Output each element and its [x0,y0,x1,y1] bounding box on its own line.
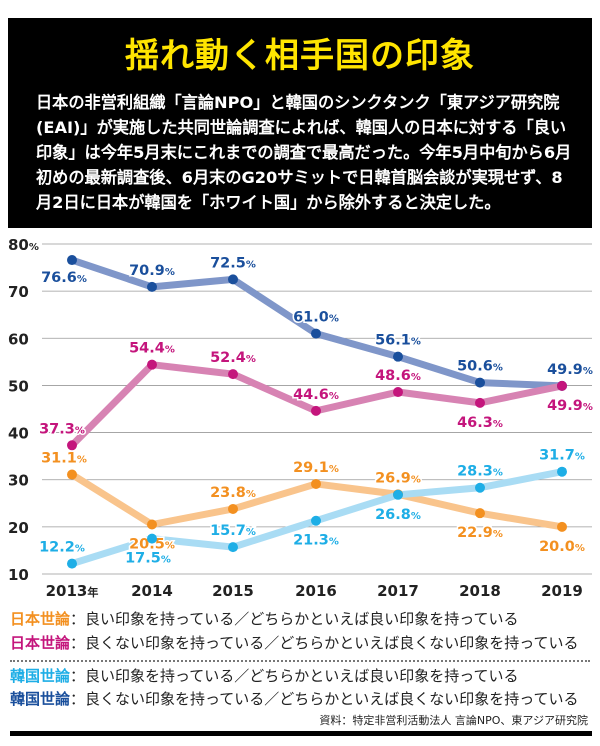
x-tick-label: 2015 [212,582,254,598]
legend-divider [10,660,590,662]
data-point-japan-good [475,508,485,519]
data-label-korea-bad: 61.0% [293,310,339,326]
data-point-japan-good [67,469,77,480]
data-label-korea-good: 26.8% [375,507,421,523]
data-label-korea-bad: 50.6% [457,359,503,375]
data-label-korea-good: 31.7% [539,448,585,464]
data-point-korea-good [147,533,157,544]
data-label-japan-good: 20.0% [539,539,585,555]
data-label-korea-good: 21.3% [293,533,339,549]
legend-label: 日本世論 [10,634,71,652]
data-point-japan-bad [475,397,485,408]
data-point-korea-good [475,482,485,493]
data-point-japan-bad [67,440,77,451]
y-tick-label: 20 [8,519,29,537]
legend-japan-good: 日本世論：良い印象を持っている／どちらかといえば良い印象を持っている [10,608,519,629]
data-label-korea-good: 12.2% [39,540,85,556]
legend-label: 日本世論 [10,610,71,628]
data-label-japan-bad: 48.6% [375,368,421,384]
page-title: 揺れ動く相手国の印象 [125,36,475,76]
data-point-korea-good [67,558,77,569]
legend-text: ：良い印象を持っている／どちらかといえば良い印象を持っている [70,667,519,685]
x-tick-label: 2019 [541,582,583,598]
x-tick-label: 2013年 [46,582,99,598]
y-tick-label: 50 [8,377,29,395]
data-label-korea-good: 17.5% [125,551,171,567]
legend-japan-bad: 日本世論：良くない印象を持っている／どちらかといえば良くない印象を持っている [10,632,579,653]
data-point-korea-bad [393,351,403,362]
legend-text: ：良い印象を持っている／どちらかといえば良い印象を持っている [70,610,519,628]
data-label-japan-bad: 54.4% [129,341,175,357]
data-label-japan-bad: 46.3% [457,415,503,431]
data-label-japan-good: 23.8% [210,485,256,501]
data-point-korea-good [228,542,238,553]
x-tick-label: 2016 [295,582,337,598]
data-label-korea-bad: 56.1% [375,333,421,349]
data-point-korea-bad [475,377,485,388]
data-label-korea-good: 15.7% [210,523,256,539]
legend-text: ：良くない印象を持っている／どちらかといえば良くない印象を持っている [70,690,579,708]
y-tick-label: 10 [8,566,29,584]
x-tick-label: 2014 [131,582,173,598]
source-note: 資料：特定非営利活動法人 言論NPO、東アジア研究院 [319,714,588,727]
legend-label: 韓国世論 [10,667,71,685]
data-point-japan-bad [228,369,238,380]
y-tick-label: 70 [8,283,29,301]
legend-korea-bad: 韓国世論：良くない印象を持っている／どちらかといえば良くない印象を持っている [10,688,579,709]
y-tick-label: 60 [8,330,29,348]
data-label-korea-bad: 49.9% [547,362,593,378]
data-point-korea-bad [67,255,77,266]
y-tick-label: 30 [8,472,29,490]
data-point-japan-bad [147,359,157,370]
series-line-japan-bad [68,361,566,449]
bottom-rule [10,731,592,736]
legend-text: ：良くない印象を持っている／どちらかといえば良くない印象を持っている [70,634,579,652]
data-point-korea-bad [228,274,238,285]
x-tick-label: 2017 [377,582,419,598]
data-point-korea-good [557,466,567,477]
data-point-japan-good [147,519,157,530]
data-label-japan-good: 20.5% [129,537,175,553]
data-label-japan-bad: 49.9% [547,398,593,414]
y-tick-label: 40 [8,425,29,443]
data-label-japan-good: 26.9% [375,470,421,486]
data-point-japan-good [311,478,321,489]
data-point-japan-bad [393,387,403,398]
data-label-korea-good: 28.3% [457,464,503,480]
data-point-japan-bad [311,405,321,416]
data-point-korea-good [393,489,403,500]
data-label-japan-bad: 37.3% [39,421,85,437]
data-point-korea-bad [311,328,321,339]
data-label-korea-bad: 70.9% [129,263,175,279]
data-point-korea-good [311,515,321,526]
lead-text: 日本の非営利組織「言論NPO」と韓国のシンクタンク「東アジア研究院(EAI)」が… [36,93,572,212]
data-label-japan-bad: 52.4% [210,350,256,366]
data-point-japan-bad [557,380,567,391]
data-label-korea-bad: 76.6% [41,270,87,286]
data-point-japan-good [557,521,567,532]
data-label-japan-bad: 44.6% [293,387,339,403]
data-label-korea-bad: 72.5% [210,255,256,271]
x-tick-label: 2018 [459,582,501,598]
data-label-japan-good: 22.9% [457,525,503,541]
data-point-korea-bad [147,281,157,292]
legend-korea-good: 韓国世論：良い印象を持っている／どちらかといえば良い印象を持っている [10,665,519,686]
header-box: 揺れ動く相手国の印象 日本の非営利組織「言論NPO」と韓国のシンクタンク「東アジ… [8,18,592,228]
line-chart: 80% 70 60 50 40 30 20 10 2013年 2014 2015 2016 2017 20… [8,236,594,598]
data-point-japan-good [228,503,238,514]
data-label-japan-good: 31.1% [41,451,87,467]
y-tick-label: 80% [8,236,39,254]
data-label-japan-good: 29.1% [293,460,339,476]
legend-label: 韓国世論 [10,690,71,708]
